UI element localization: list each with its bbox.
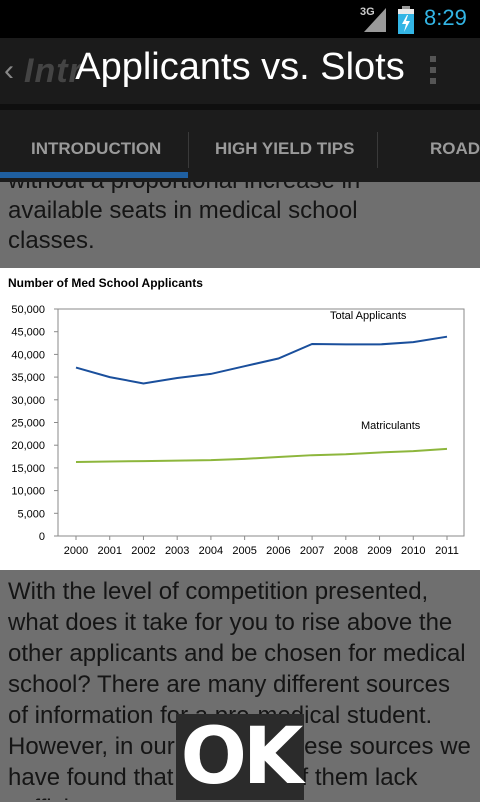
x-tick-label: 2005 [232,545,256,557]
article-text-top: without a proportional increase in avail… [8,182,474,256]
x-tick-label: 2008 [334,545,358,557]
chart-title: Number of Med School Applicants [8,276,203,290]
x-tick-label: 2011 [435,545,459,557]
x-tick-label: 2006 [266,545,290,557]
x-tick-label: 2001 [97,545,121,557]
tab-divider [377,132,378,168]
x-tick-label: 2002 [131,545,155,557]
tab-divider [188,132,189,168]
y-tick-label: 25,000 [11,418,45,430]
y-tick-label: 45,000 [11,327,45,339]
x-tick-label: 2010 [401,545,425,557]
tab-roadmap[interactable]: ROADI [430,110,480,188]
selected-tab-indicator [0,172,188,178]
series-line-total-applicants [76,337,447,384]
ok-button[interactable]: OK [176,714,304,800]
x-tick-label: 2003 [165,545,189,557]
series-line-matriculants [76,449,447,462]
y-tick-label: 40,000 [11,349,45,361]
y-tick-label: 5,000 [17,508,45,520]
y-tick-label: 30,000 [11,395,45,407]
y-tick-label: 35,000 [11,372,45,384]
x-tick-label: 2007 [300,545,324,557]
article-text-line: classes. [8,226,474,256]
article-text-line: available seats in medical school [8,196,474,226]
signal-icon [364,6,386,32]
x-tick-label: 2000 [64,545,88,557]
y-tick-label: 15,000 [11,463,45,475]
x-tick-label: 2009 [367,545,391,557]
battery-charging-icon [396,6,416,34]
clock: 8:29 [424,5,467,31]
article-content[interactable]: without a proportional increase in avail… [0,182,480,800]
y-tick-label: 20,000 [11,440,45,452]
applicants-line-chart: Number of Med School Applicants 50,000 45,… [0,268,480,570]
chart-card: Number of Med School Applicants 50,000 45,… [0,268,480,570]
series-label: Matriculants [361,420,421,432]
y-tick-label: 50,000 [11,304,45,316]
article-text-partial-line: without a proportional increase in [8,182,474,196]
y-tick-label: 0 [39,531,45,543]
dialog-title: Applicants vs. Slots [0,46,480,89]
x-tick-label: 2004 [199,545,223,557]
y-tick-label: 10,000 [11,486,45,498]
tab-high-yield-tips[interactable]: HIGH YIELD TIPS [215,110,355,188]
series-label: Total Applicants [330,310,407,322]
status-bar: 3G 8:29 [0,0,480,38]
